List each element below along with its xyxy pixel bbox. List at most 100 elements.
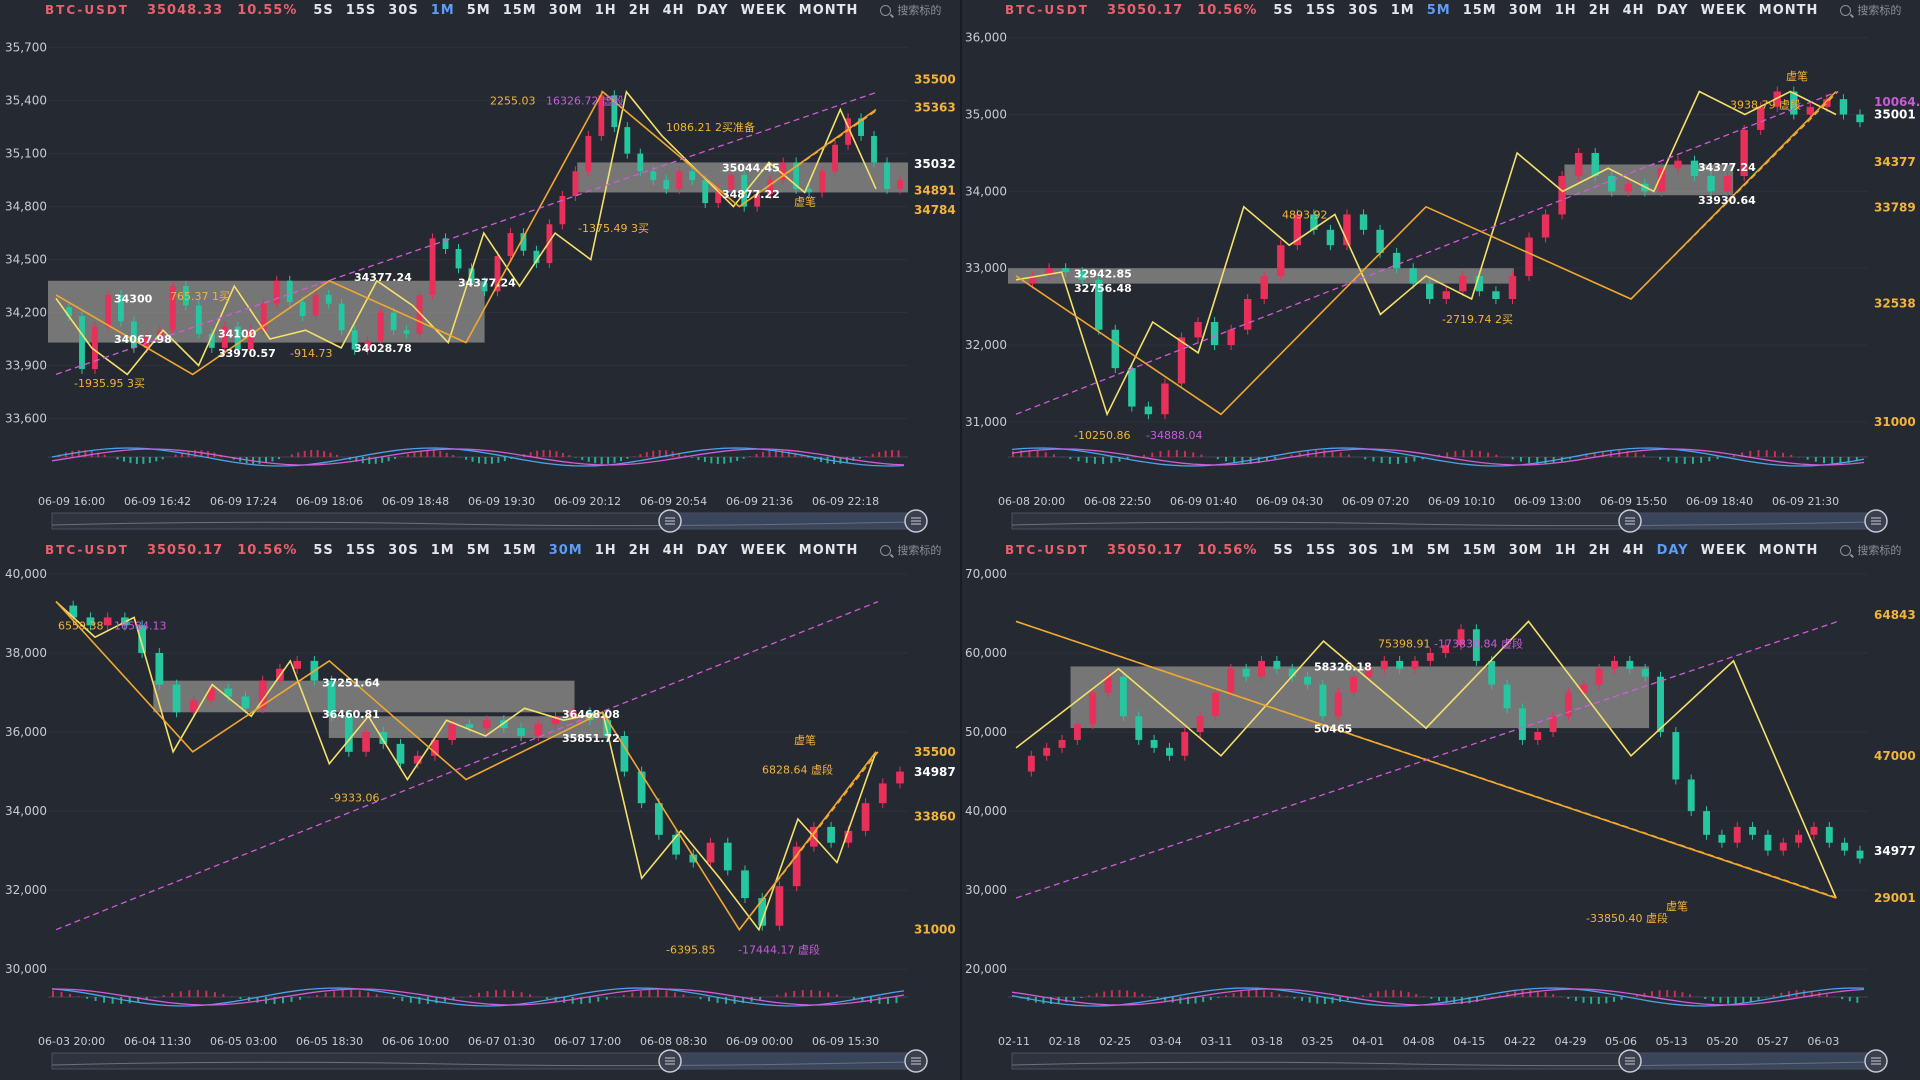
interval-15s[interactable]: 15S <box>345 2 377 18</box>
interval-week[interactable]: WEEK <box>740 542 787 558</box>
interval-5m[interactable]: 5M <box>466 2 491 18</box>
interval-4h[interactable]: 4H <box>1622 2 1645 18</box>
price-chart[interactable]: 35,700 35,400 35,100 34,800 34,500 34,200 33,9… <box>0 0 960 540</box>
candle-body <box>896 771 904 784</box>
interval-5s[interactable]: 5S <box>313 2 334 18</box>
chart-annotation: -1375.49 3买 <box>578 222 649 235</box>
interval-1m[interactable]: 1M <box>430 542 455 558</box>
interval-4h[interactable]: 4H <box>662 542 685 558</box>
interval-month[interactable]: MONTH <box>798 2 859 18</box>
interval-30s[interactable]: 30S <box>1348 542 1379 558</box>
chart-annotation: 58326.18 <box>1314 660 1372 673</box>
x-tick-label: 06-03 <box>1807 1035 1839 1048</box>
interval-4h[interactable]: 4H <box>662 2 685 18</box>
interval-15m[interactable]: 15M <box>502 2 537 18</box>
interval-1h[interactable]: 1H <box>594 542 617 558</box>
symbol-label[interactable]: BTC-USDT <box>1005 3 1089 17</box>
interval-1h[interactable]: 1H <box>1554 542 1577 558</box>
interval-5m[interactable]: 5M <box>1426 2 1451 18</box>
macd-bar <box>1823 457 1826 464</box>
interval-week[interactable]: WEEK <box>1700 2 1747 18</box>
interval-4h[interactable]: 4H <box>1622 542 1645 558</box>
btc-day-panel[interactable]: BTC-USDT 35050.17 10.56% 5S 15S 30S 1M 5M 15M 30M… <box>960 540 1920 1080</box>
scrollbar-window[interactable] <box>1628 513 1878 529</box>
interval-month[interactable]: MONTH <box>798 542 859 558</box>
symbol-label[interactable]: BTC-USDT <box>45 3 129 17</box>
interval-1h[interactable]: 1H <box>1554 2 1577 18</box>
interval-month[interactable]: MONTH <box>1758 2 1819 18</box>
symbol-search[interactable]: 搜索标的 <box>880 2 941 18</box>
scrollbar-window[interactable] <box>1628 1053 1878 1069</box>
candle-body <box>482 720 491 729</box>
interval-5m[interactable]: 5M <box>466 542 491 558</box>
interval-2h[interactable]: 2H <box>628 2 651 18</box>
btc-1m-panel[interactable]: BTC-USDT 35048.33 10.55% 5S 15S 30S 1M 5M 15M 30M… <box>0 0 960 540</box>
interval-15s[interactable]: 15S <box>345 542 377 558</box>
interval-day[interactable]: DAY <box>696 542 729 558</box>
symbol-search[interactable]: 搜索标的 <box>1840 542 1901 558</box>
macd-bar <box>710 457 713 464</box>
chart-annotation: 虚笔 <box>1666 899 1688 913</box>
interval-5s[interactable]: 5S <box>1273 2 1294 18</box>
interval-week[interactable]: WEEK <box>740 2 787 18</box>
scrollbar-window[interactable] <box>668 513 918 529</box>
symbol-label[interactable]: BTC-USDT <box>45 543 129 557</box>
price-chart[interactable]: 40,000 38,000 36,000 34,000 32,000 30,000 3550… <box>0 540 960 1080</box>
interval-2h[interactable]: 2H <box>1588 542 1611 558</box>
candle-body <box>1058 739 1066 748</box>
interval-day[interactable]: DAY <box>1656 2 1689 18</box>
interval-1h[interactable]: 1H <box>594 2 617 18</box>
macd-bar <box>632 456 635 457</box>
candle-body <box>572 171 579 196</box>
interval-30m[interactable]: 30M <box>1508 2 1543 18</box>
interval-30s[interactable]: 30S <box>388 542 419 558</box>
symbol-search[interactable]: 搜索标的 <box>880 542 941 558</box>
interval-month[interactable]: MONTH <box>1758 542 1819 558</box>
macd-bar <box>1240 991 1243 997</box>
interval-2h[interactable]: 2H <box>628 542 651 558</box>
interval-30m[interactable]: 30M <box>548 542 583 558</box>
macd-bar <box>645 452 648 457</box>
interval-30s[interactable]: 30S <box>388 2 419 18</box>
interval-1m[interactable]: 1M <box>1390 542 1415 558</box>
interval-1m[interactable]: 1M <box>1390 2 1415 18</box>
interval-5s[interactable]: 5S <box>313 542 334 558</box>
symbol-search[interactable]: 搜索标的 <box>1840 2 1901 18</box>
interval-30s[interactable]: 30S <box>1348 2 1379 18</box>
interval-week[interactable]: WEEK <box>1700 542 1747 558</box>
interval-15s[interactable]: 15S <box>1305 2 1337 18</box>
interval-30m[interactable]: 30M <box>1508 542 1543 558</box>
chart-annotation: 32942.85 <box>1074 268 1132 281</box>
macd-bar <box>145 997 148 1000</box>
candle-body <box>1488 660 1496 685</box>
candle-body <box>1839 99 1848 115</box>
price-chart[interactable]: 70,000 60,000 50,000 40,000 30,000 20,000 6484… <box>960 540 1920 1080</box>
interval-15m[interactable]: 15M <box>1462 2 1497 18</box>
y-tick-label: 34,500 <box>5 253 47 267</box>
interval-day[interactable]: DAY <box>696 2 729 18</box>
interval-day[interactable]: DAY <box>1656 542 1689 558</box>
candle-body <box>1718 834 1726 843</box>
btc-5m-panel[interactable]: BTC-USDT 35050.17 10.56% 5S 15S 30S 1M 5M 15M 30M… <box>960 0 1920 540</box>
scrollbar-window[interactable] <box>668 1053 918 1069</box>
interval-30m[interactable]: 30M <box>548 2 583 18</box>
macd-bar <box>878 451 881 457</box>
btc-30m-panel[interactable]: BTC-USDT 35050.17 10.56% 5S 15S 30S 1M 5M 15M 30M… <box>0 540 960 1080</box>
price-chart[interactable]: 36,000 35,000 34,000 33,000 32,000 31,000 1006… <box>960 0 1920 540</box>
interval-15m[interactable]: 15M <box>1462 542 1497 558</box>
interval-15s[interactable]: 15S <box>1305 542 1337 558</box>
macd-bar <box>171 992 174 997</box>
candle-body <box>260 303 267 331</box>
interval-5s[interactable]: 5S <box>1273 542 1294 558</box>
macd-bar <box>161 457 164 460</box>
macd-bar <box>1460 997 1463 1004</box>
macd-bar <box>703 457 706 462</box>
interval-5m[interactable]: 5M <box>1426 542 1451 558</box>
interval-15m[interactable]: 15M <box>502 542 537 558</box>
interval-1m[interactable]: 1M <box>430 2 455 18</box>
interval-2h[interactable]: 2H <box>1588 2 1611 18</box>
symbol-label[interactable]: BTC-USDT <box>1005 543 1089 557</box>
macd-bar <box>205 990 208 997</box>
candle-body <box>1442 645 1450 653</box>
candle-body <box>533 250 540 264</box>
